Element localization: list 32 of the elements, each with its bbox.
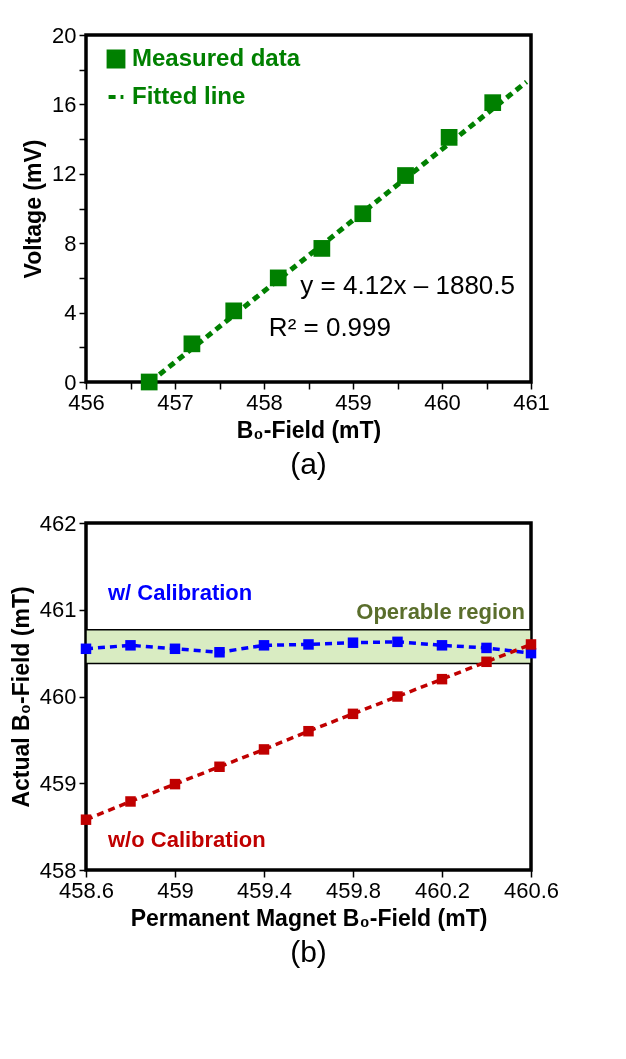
x-tick-label: 459.4 — [236, 877, 293, 903]
x-axis-title: Permanent Magnet B₀-Field (mT) — [130, 904, 488, 931]
x-tick-label: 457 — [157, 389, 194, 415]
text: (a) — [290, 447, 327, 480]
x-tick-label: 460 — [424, 389, 461, 415]
y-tick-label: 459 — [39, 770, 77, 796]
band-label: Operable region — [356, 598, 525, 624]
y-tick-label: 462 — [39, 510, 77, 536]
y-tick-label: 16 — [52, 91, 77, 117]
x-tick-label: 458 — [246, 389, 283, 415]
x-tick-label: 461 — [513, 389, 550, 415]
y-tick-label: 461 — [39, 597, 77, 623]
legend-label: Fitted line — [132, 82, 246, 109]
series-label: w/o Calibration — [107, 826, 266, 852]
series-label: w/ Calibration — [107, 579, 253, 605]
annotation: y = 4.12x – 1880.5 — [300, 270, 515, 300]
y-axis-title: Voltage (mV) — [20, 139, 47, 279]
y-tick-label: 460 — [39, 684, 77, 709]
x-axis-title: B₀-Field (mT) — [236, 416, 382, 443]
y-tick-label: 4 — [64, 300, 77, 326]
x-tick-label: 460.6 — [503, 877, 560, 903]
legend-label: Measured data — [132, 44, 301, 71]
x-tick-label: 460.2 — [414, 877, 471, 903]
y-axis-title: Actual B₀-Field (mT) — [7, 586, 34, 808]
y-tick-label: 8 — [64, 230, 77, 256]
y-tick-label: 12 — [52, 161, 77, 187]
y-tick-label: 20 — [52, 22, 77, 48]
x-tick-label: 459.8 — [325, 877, 382, 903]
x-tick-label: 459 — [335, 389, 372, 415]
x-tick-label: 459 — [157, 877, 194, 903]
text: (b) — [290, 935, 327, 968]
annotation: R² = 0.999 — [268, 312, 391, 342]
